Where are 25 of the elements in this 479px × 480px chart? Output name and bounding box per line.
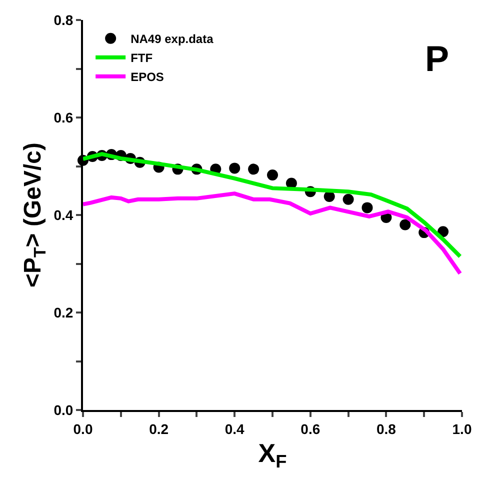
- x-tick-label: 1.0: [452, 420, 472, 437]
- x-tick-label: 0.4: [224, 420, 245, 437]
- x-tick-label: 0.6: [300, 420, 320, 437]
- legend-label: EPOS: [130, 70, 164, 84]
- point: [229, 162, 240, 174]
- legend-label: FTF: [130, 51, 153, 66]
- point: [362, 202, 373, 214]
- annotation: P: [425, 38, 450, 79]
- y-tick-label: 0.0: [54, 402, 74, 418]
- point: [438, 226, 449, 238]
- point: [324, 190, 335, 202]
- x-tick-label: 0.8: [376, 420, 396, 437]
- point: [400, 219, 411, 230]
- point: [248, 164, 260, 175]
- point: [342, 194, 354, 205]
- line-series: [83, 192, 462, 276]
- point: [267, 170, 278, 181]
- x-tick-label: 0.0: [73, 420, 93, 437]
- y-tick-label: 0.2: [54, 304, 74, 320]
- y-tick-label: 0.8: [54, 12, 74, 28]
- y-tick-label: 0.4: [54, 206, 74, 223]
- legend-label: NA49 exp.data: [130, 32, 214, 46]
- x-tick-label: 0.2: [149, 420, 169, 437]
- x-axis-title: X$_{F}$: [258, 438, 287, 472]
- y-tick-label: 0.6: [54, 109, 74, 126]
